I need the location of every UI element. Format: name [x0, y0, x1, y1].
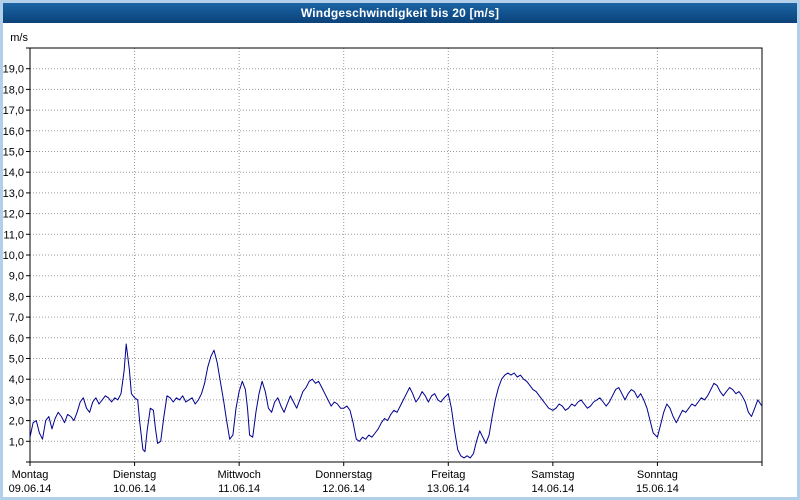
day-label: Mittwoch [217, 469, 260, 481]
y-axis-label: 11,0 [3, 229, 24, 241]
date-label: 10.06.14 [113, 483, 156, 495]
y-axis-label: 13,0 [3, 188, 24, 200]
y-axis-label: 9,0 [9, 271, 24, 283]
y-axis-label: 16,0 [3, 126, 24, 138]
y-axis-label: 6,0 [9, 333, 24, 345]
date-label: 09.06.14 [9, 483, 52, 495]
day-label: Samstag [531, 469, 574, 481]
plot-border [29, 47, 763, 463]
day-label: Montag [12, 469, 49, 481]
day-label: Donnerstag [315, 469, 372, 481]
y-axis-label: 12,0 [3, 209, 24, 221]
date-label: 13.06.14 [427, 483, 470, 495]
y-axis-label: 10,0 [3, 250, 24, 262]
date-label: 11.06.14 [218, 483, 260, 495]
y-axis-label: 5,0 [9, 354, 24, 366]
y-axis-label: 4,0 [9, 374, 24, 386]
day-label: Sonntag [637, 469, 678, 481]
y-axis-label: 2,0 [9, 416, 24, 428]
wind-speed-line [29, 343, 763, 459]
y-axis-label: 17,0 [3, 105, 24, 117]
y-axis-label: 7,0 [9, 312, 24, 324]
chart-title: Windgeschwindigkeit bis 20 [m/s] [300, 6, 500, 20]
wind-speed-chart: 1,0 2,0 3,0 4,0 5,0 6,0 7,0 8,0 9,0 10,0 11,0 12,0 1… [3, 32, 763, 495]
y-axis-unit-label: m/s [10, 32, 28, 44]
date-label: 15.06.14 [636, 483, 679, 495]
date-label: 12.06.14 [322, 483, 365, 495]
day-label: Freitag [431, 469, 465, 481]
y-axis-label: 19,0 [3, 64, 24, 76]
y-axis-label: 14,0 [3, 167, 24, 179]
y-axis-label: 15,0 [3, 147, 24, 159]
day-label: Dienstag [113, 469, 156, 481]
y-axis-label: 3,0 [9, 395, 24, 407]
title-bar: Windgeschwindigkeit bis 20 [m/s] [3, 3, 797, 23]
y-axis-label: 1,0 [9, 436, 24, 448]
y-axis-label: 8,0 [9, 291, 24, 303]
y-axis-label: 18,0 [3, 84, 24, 96]
date-label: 14.06.14 [531, 483, 574, 495]
